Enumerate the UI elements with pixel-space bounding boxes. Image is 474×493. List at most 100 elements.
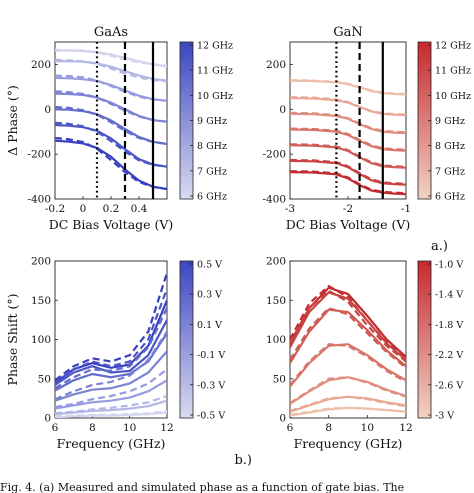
plot-frame [289, 41, 407, 200]
y-tick-label: 0 [279, 413, 286, 425]
series-measured-line [55, 123, 167, 168]
series-simulated-line [55, 394, 167, 415]
x-tick-label: 6 [52, 422, 59, 434]
x-tick-label: -2 [343, 203, 353, 215]
y-tick-label: -400 [262, 194, 286, 206]
series-measured-line [55, 49, 167, 68]
y-tick-label: 200 [31, 256, 51, 268]
series-measured-line [55, 379, 167, 410]
series-measured-line [290, 343, 406, 388]
x-tick-label: 10 [123, 422, 136, 434]
series-layer [290, 42, 406, 199]
series-layer [55, 272, 167, 418]
y-tick-label: -400 [27, 194, 51, 206]
colorbar-label: 12 GHz [435, 41, 471, 52]
panel-label-a: a.) [431, 239, 448, 254]
series-measured-line [290, 395, 406, 413]
series-simulated-line [55, 330, 167, 401]
colorbar [417, 260, 432, 419]
colorbar-label: -1.8 V [435, 320, 463, 331]
y-tick-label: 200 [31, 59, 51, 71]
series-measured-line [55, 139, 167, 191]
y-tick-label: 50 [38, 373, 51, 385]
series-measured-line [55, 350, 167, 402]
series-simulated-line [55, 368, 167, 409]
colorbar-label: 0.3 V [197, 290, 222, 301]
colorbar-label: 12 GHz [197, 41, 233, 52]
y-tick-label: -200 [262, 149, 286, 161]
x-axis-label: Frequency (GHz) [57, 436, 166, 451]
series-measured-line [290, 406, 406, 417]
series-measured-line [290, 128, 406, 152]
colorbar-label: 6 GHz [435, 192, 465, 203]
y-tick-label: 150 [266, 295, 286, 307]
y-axis-label: Δ Phase (°) [5, 85, 20, 156]
figure-caption: Fig. 4. (a) Measured and simulated phase… [0, 481, 404, 493]
series-simulated-line [55, 272, 167, 382]
colorbar-label: -1.0 V [435, 260, 463, 271]
colorbar-label: -3 V [435, 411, 454, 422]
series-measured-line [290, 376, 406, 405]
x-tick-label: 12 [160, 422, 173, 434]
x-axis-label: Frequency (GHz) [294, 436, 403, 451]
colorbar-label: 11 GHz [435, 66, 471, 77]
x-tick-label: -0.2 [45, 203, 65, 215]
x-tick-label: -1 [401, 203, 411, 215]
colorbar [179, 260, 194, 419]
x-tick-label: 6 [287, 422, 294, 434]
colorbar-label: -2.6 V [435, 380, 463, 391]
colorbar-label: -0.5 V [197, 411, 225, 422]
chart-panel-1: -3 -2 -1 -400 -200 0 200 GaN DC Bias Voltage (V)… [262, 25, 471, 232]
panel-label-b: b.) [234, 453, 252, 468]
series-measured-line [55, 399, 167, 416]
y-tick-label: 50 [273, 373, 286, 385]
x-tick-label: 0 [80, 203, 87, 215]
y-tick-label: 150 [31, 295, 51, 307]
x-tick-label: -3 [285, 203, 295, 215]
x-tick-label: 12 [399, 422, 412, 434]
colorbar-label: 7 GHz [197, 166, 227, 177]
series-simulated-line [55, 90, 167, 123]
series-simulated-line [290, 343, 406, 386]
y-tick-label: -200 [27, 149, 51, 161]
series-simulated-line [55, 58, 167, 83]
panel-title: GaAs [94, 25, 128, 40]
colorbar-label: 6 GHz [197, 192, 227, 203]
series-simulated-line [55, 288, 167, 385]
colorbar-label: 10 GHz [197, 91, 233, 102]
colorbar-label: 9 GHz [197, 116, 227, 127]
series-measured-line [55, 332, 167, 392]
series-measured-line [290, 97, 406, 117]
series-layer [290, 284, 406, 417]
panel-title: GaN [333, 25, 363, 40]
colorbar-label: 0.5 V [197, 260, 222, 271]
y-tick-label: 0 [279, 104, 286, 116]
colorbar-label: -0.3 V [197, 380, 225, 391]
colorbar-label: 7 GHz [435, 166, 465, 177]
chart-panel-2: 6 8 10 12 0 50 100 150 200 Frequency (GHz) Phase S… [5, 256, 225, 452]
colorbar-label: 10 GHz [435, 91, 471, 102]
series-measured-line [55, 60, 167, 82]
series-measured-line [290, 291, 406, 361]
y-tick-label: 200 [266, 256, 286, 268]
series-simulated-line [55, 307, 167, 390]
x-tick-label: 0.2 [103, 203, 120, 215]
colorbar-label: -2.2 V [435, 350, 463, 361]
series-measured-line [55, 108, 167, 146]
series-measured-line [55, 92, 167, 123]
colorbar-label: -1.4 V [435, 290, 463, 301]
x-tick-label: 10 [361, 422, 374, 434]
series-simulated-line [290, 289, 406, 363]
series-simulated-line [290, 306, 406, 369]
y-axis-label: Phase Shift (°) [5, 294, 20, 386]
y-tick-label: 100 [31, 334, 51, 346]
chart-panel-0: -0.2 0 0.2 0.4 -400 -200 0 200 GaAs DC Bias Volta… [5, 25, 233, 232]
y-tick-label: 100 [266, 334, 286, 346]
series-measured-line [55, 319, 167, 386]
series-measured-line [55, 76, 167, 102]
chart-panel-3: 6 8 10 12 0 50 100 150 200 Frequency (GHz) -1.0 V -… [266, 256, 463, 452]
y-tick-label: 0 [44, 104, 51, 116]
colorbar-label: 8 GHz [435, 141, 465, 152]
